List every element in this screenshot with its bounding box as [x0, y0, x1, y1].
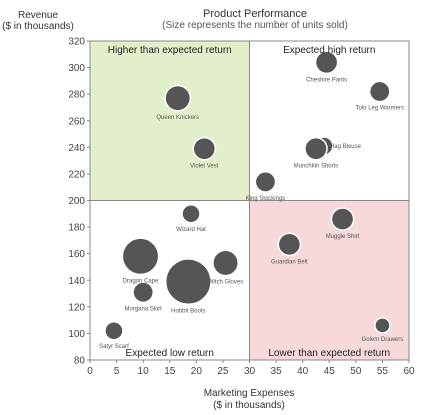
y-tick-label: 160 [68, 249, 85, 260]
x-tick-label: 25 [217, 366, 229, 377]
x-tick-label: 30 [244, 366, 256, 377]
y-tick-label: 80 [74, 356, 86, 367]
y-axis-label: Revenue [18, 10, 58, 21]
y-tick-label: 100 [68, 329, 85, 340]
bubble [132, 281, 155, 304]
x-tick-label: 55 [377, 366, 389, 377]
x-tick-label: 45 [324, 366, 336, 377]
y-tick-label: 140 [68, 276, 85, 287]
quadrant-label: Expected low return [126, 348, 214, 359]
bubble-label: Satyr Scarf [99, 344, 129, 350]
x-tick-label: 50 [350, 366, 362, 377]
x-tick-label: 40 [297, 366, 309, 377]
bubble-label: Violet Vest [190, 164, 219, 170]
bubble [304, 136, 328, 161]
quadrant-backgrounds [90, 41, 409, 360]
quadrant-label: Lower than expected return [268, 348, 390, 359]
bubble [181, 204, 201, 224]
x-tick-label: 60 [403, 366, 415, 377]
y-tick-label: 260 [68, 116, 85, 127]
quadrant-label: Higher than expected return [108, 45, 232, 56]
y-tick-label: 280 [68, 90, 85, 101]
bubble [164, 258, 212, 306]
bubble-label: Morgana Skirt [124, 306, 162, 312]
bubble-label: Witch Gloves [208, 280, 243, 286]
bubble-label: Tolo Leg Warmers [356, 106, 404, 112]
bubble-label: Muggle Shirt [326, 234, 360, 240]
x-tick-label: 10 [138, 366, 150, 377]
bubbles [104, 50, 391, 341]
bubble [192, 136, 217, 161]
axis-ticks: 0 5 10 15 20 25 30 35 40 45 50 55 60 80 100 120 140 160 18… [68, 37, 415, 378]
x-tick-label: 20 [191, 366, 203, 377]
bubble [121, 237, 160, 276]
y-axis-unit: ($ in thousands) [2, 21, 74, 32]
x-tick-label: 15 [164, 366, 176, 377]
bubble [104, 321, 124, 341]
x-axis-label: Marketing Expenses [204, 388, 295, 399]
bubble-label: Queen Knickers [156, 115, 199, 121]
y-tick-label: 120 [68, 302, 85, 313]
bubble-label: Wizard Hat [176, 227, 206, 233]
bubble [374, 317, 391, 334]
bubble-label: Hobbit Boots [171, 308, 205, 314]
x-axis-unit: ($ in thousands) [213, 400, 285, 411]
bubble [330, 207, 355, 231]
bubble [314, 50, 339, 75]
bubble [254, 171, 277, 193]
y-tick-label: 180 [68, 223, 85, 234]
x-tick-label: 35 [271, 366, 283, 377]
x-tick-label: 5 [114, 366, 120, 377]
bubble-label: Hag Blouse [330, 144, 362, 150]
bubble-label: Cheshire Pants [306, 77, 347, 83]
y-tick-label: 220 [68, 169, 85, 180]
bubble-label: Guardian Belt [271, 259, 308, 265]
bubble [368, 80, 391, 103]
bubble [164, 84, 192, 112]
bubble-label: Munchkin Shorts [294, 164, 339, 170]
bubble-label: Dragon Cape [123, 278, 159, 284]
quadrant-labels: Higher than expected return Expected high… [108, 45, 390, 359]
y-tick-label: 240 [68, 143, 85, 154]
chart-title: Product Performance [203, 8, 307, 20]
y-tick-label: 320 [68, 37, 85, 48]
quadrant-area [90, 41, 250, 201]
x-tick-label: 0 [87, 366, 93, 377]
bubble [277, 232, 302, 257]
y-tick-label: 300 [68, 63, 85, 74]
bubble [212, 249, 239, 277]
bubble-labels: Queen Knickers Violet Vest Cheshire Pants T… [99, 77, 404, 349]
chart-subtitle: (Size represents the number of units sol… [162, 20, 348, 31]
y-tick-label: 200 [68, 196, 85, 207]
quadrant-label: Expected high return [283, 45, 375, 56]
bubble-label: King Stockings [246, 196, 286, 202]
bubble-label: Golem Drawers [362, 337, 404, 343]
